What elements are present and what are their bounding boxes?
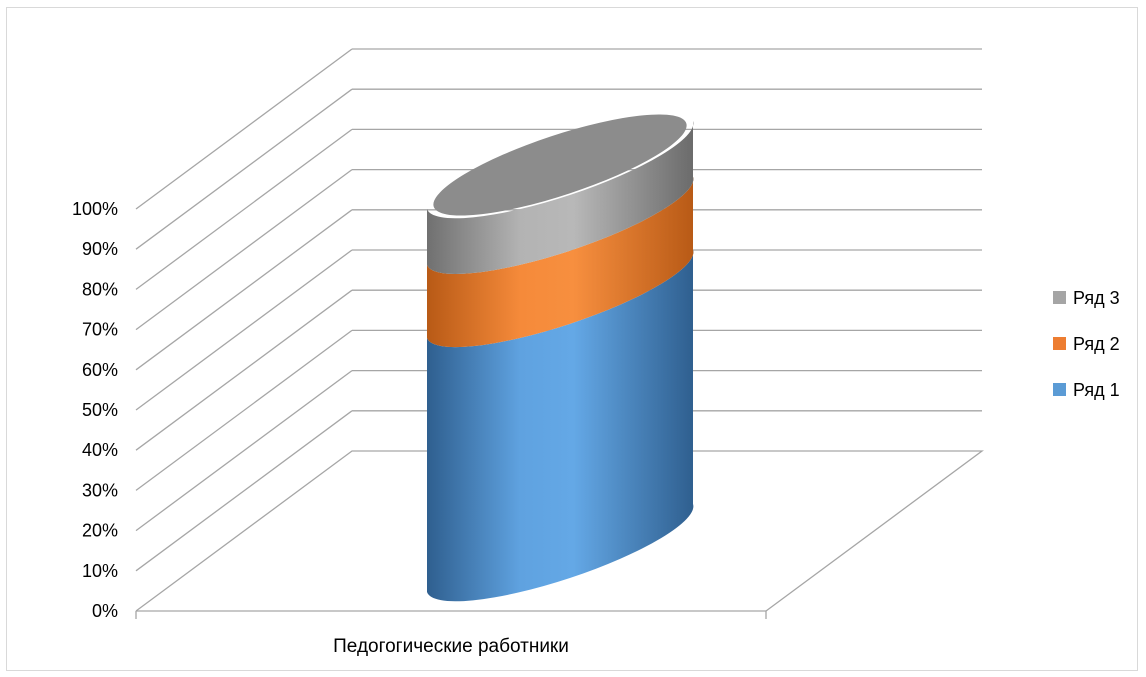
tick-labels: 0% 10% 20% 30% 40% 50% 60% 70% 80% 90% 100% Педогог… [72,199,569,657]
y-tick-label: 70% [82,320,118,340]
gridline-wall [135,370,353,532]
y-tick-label: 30% [82,480,118,500]
y-tick-label: 0% [92,601,118,621]
y-tick-label: 10% [82,561,118,581]
bar-segment-3 [427,121,694,274]
y-tick-label: 50% [82,400,118,420]
gridline-wall [135,410,353,572]
gridline-wall [135,249,353,411]
y-tick-label: 60% [82,360,118,380]
gridline-wall [135,289,353,451]
legend-swatch [1053,337,1066,350]
y-tick-label: 20% [82,521,118,541]
legend-label: Ряд 2 [1073,334,1120,354]
y-tick-label: 90% [82,239,118,259]
bar-segment-2 [427,176,694,348]
legend-label: Ряд 3 [1073,288,1120,308]
y-tick-label: 100% [72,199,118,219]
legend-swatch [1053,383,1066,396]
gridline-wall [135,209,353,371]
legend-swatch [1053,291,1066,304]
gridline-wall [135,329,353,491]
gridline-wall [135,88,353,250]
axes [135,610,767,619]
gridline-wall [135,128,353,290]
y-tick-label: 80% [82,279,118,299]
bars [427,114,694,602]
bar-segment-1 [427,249,694,602]
bar-top-cap [433,114,687,216]
category-label: Педогогические работники [333,636,569,657]
gridline-wall [135,169,353,331]
gridline-wall [135,48,353,210]
legend: Ряд 3 Ряд 2 Ряд 1 [1053,288,1120,400]
legend-label: Ряд 1 [1073,380,1120,400]
y-tick-label: 40% [82,440,118,460]
